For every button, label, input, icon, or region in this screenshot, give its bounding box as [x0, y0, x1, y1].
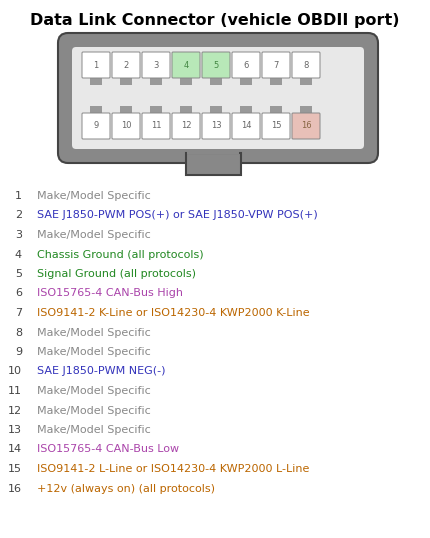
FancyBboxPatch shape	[291, 113, 319, 139]
Bar	[180, 77, 191, 85]
Text: Data Link Connector (vehicle OBDII port): Data Link Connector (vehicle OBDII port)	[30, 13, 399, 28]
Bar	[120, 77, 132, 85]
FancyBboxPatch shape	[291, 52, 319, 78]
FancyBboxPatch shape	[231, 113, 259, 139]
FancyBboxPatch shape	[82, 113, 110, 139]
Bar	[209, 77, 221, 85]
Text: 13: 13	[210, 122, 221, 131]
Bar	[150, 77, 162, 85]
Text: Make/Model Specific: Make/Model Specific	[37, 347, 150, 357]
FancyBboxPatch shape	[172, 113, 200, 139]
Text: 4: 4	[15, 250, 22, 259]
Bar	[186, 153, 240, 175]
Bar	[187, 150, 239, 154]
Text: ISO15765-4 CAN-Bus High: ISO15765-4 CAN-Bus High	[37, 288, 183, 299]
Text: 9: 9	[93, 122, 98, 131]
Text: Signal Ground (all protocols): Signal Ground (all protocols)	[37, 269, 196, 279]
FancyBboxPatch shape	[261, 113, 289, 139]
FancyBboxPatch shape	[141, 52, 169, 78]
Bar	[269, 77, 281, 85]
FancyBboxPatch shape	[58, 33, 377, 163]
Text: 3: 3	[15, 230, 22, 240]
Text: ISO9141-2 K-Line or ISO14230-4 KWP2000 K-Line: ISO9141-2 K-Line or ISO14230-4 KWP2000 K…	[37, 308, 309, 318]
Text: 1: 1	[15, 191, 22, 201]
Text: Make/Model Specific: Make/Model Specific	[37, 425, 150, 435]
Bar	[299, 106, 311, 114]
Bar	[180, 106, 191, 114]
Text: +12v (always on) (all protocols): +12v (always on) (all protocols)	[37, 484, 215, 493]
FancyBboxPatch shape	[261, 52, 289, 78]
Text: Make/Model Specific: Make/Model Specific	[37, 328, 150, 337]
Text: 16: 16	[8, 484, 22, 493]
Text: 6: 6	[243, 60, 248, 69]
Text: ISO15765-4 CAN-Bus Low: ISO15765-4 CAN-Bus Low	[37, 444, 179, 455]
Text: SAE J1850-PWM NEG(-): SAE J1850-PWM NEG(-)	[37, 366, 165, 377]
Text: 7: 7	[273, 60, 278, 69]
FancyBboxPatch shape	[231, 52, 259, 78]
Text: 9: 9	[15, 347, 22, 357]
Text: Make/Model Specific: Make/Model Specific	[37, 191, 150, 201]
Text: Chassis Ground (all protocols): Chassis Ground (all protocols)	[37, 250, 203, 259]
Text: 10: 10	[120, 122, 131, 131]
Text: SAE J1850-PWM POS(+) or SAE J1850-VPW POS(+): SAE J1850-PWM POS(+) or SAE J1850-VPW PO…	[37, 210, 317, 221]
Bar	[90, 106, 102, 114]
Text: 5: 5	[213, 60, 218, 69]
Bar	[299, 77, 311, 85]
Text: 12: 12	[8, 406, 22, 415]
Text: 3: 3	[153, 60, 158, 69]
Text: 2: 2	[15, 210, 22, 221]
Text: 13: 13	[8, 425, 22, 435]
Bar	[90, 77, 102, 85]
FancyBboxPatch shape	[112, 113, 140, 139]
Text: 16: 16	[300, 122, 310, 131]
Text: 1: 1	[93, 60, 98, 69]
Text: 8: 8	[15, 328, 22, 337]
FancyBboxPatch shape	[172, 52, 200, 78]
FancyBboxPatch shape	[141, 113, 169, 139]
Text: 15: 15	[270, 122, 281, 131]
FancyBboxPatch shape	[82, 52, 110, 78]
Text: 8: 8	[303, 60, 308, 69]
Text: 12: 12	[180, 122, 191, 131]
Text: 15: 15	[8, 464, 22, 474]
Text: 7: 7	[15, 308, 22, 318]
Bar	[240, 106, 252, 114]
Text: 10: 10	[8, 366, 22, 377]
FancyBboxPatch shape	[112, 52, 140, 78]
Bar	[120, 106, 132, 114]
Bar	[150, 106, 162, 114]
Bar	[269, 106, 281, 114]
Text: Make/Model Specific: Make/Model Specific	[37, 386, 150, 396]
FancyBboxPatch shape	[202, 113, 230, 139]
Bar	[240, 77, 252, 85]
Text: 5: 5	[15, 269, 22, 279]
Text: 14: 14	[240, 122, 251, 131]
Text: 4: 4	[183, 60, 188, 69]
Text: 11: 11	[8, 386, 22, 396]
Text: 14: 14	[8, 444, 22, 455]
Text: Make/Model Specific: Make/Model Specific	[37, 230, 150, 240]
Text: 2: 2	[123, 60, 128, 69]
Text: 6: 6	[15, 288, 22, 299]
Text: ISO9141-2 L-Line or ISO14230-4 KWP2000 L-Line: ISO9141-2 L-Line or ISO14230-4 KWP2000 L…	[37, 464, 309, 474]
FancyBboxPatch shape	[202, 52, 230, 78]
Text: Make/Model Specific: Make/Model Specific	[37, 406, 150, 415]
Bar	[209, 106, 221, 114]
Text: 11: 11	[150, 122, 161, 131]
FancyBboxPatch shape	[72, 47, 363, 149]
